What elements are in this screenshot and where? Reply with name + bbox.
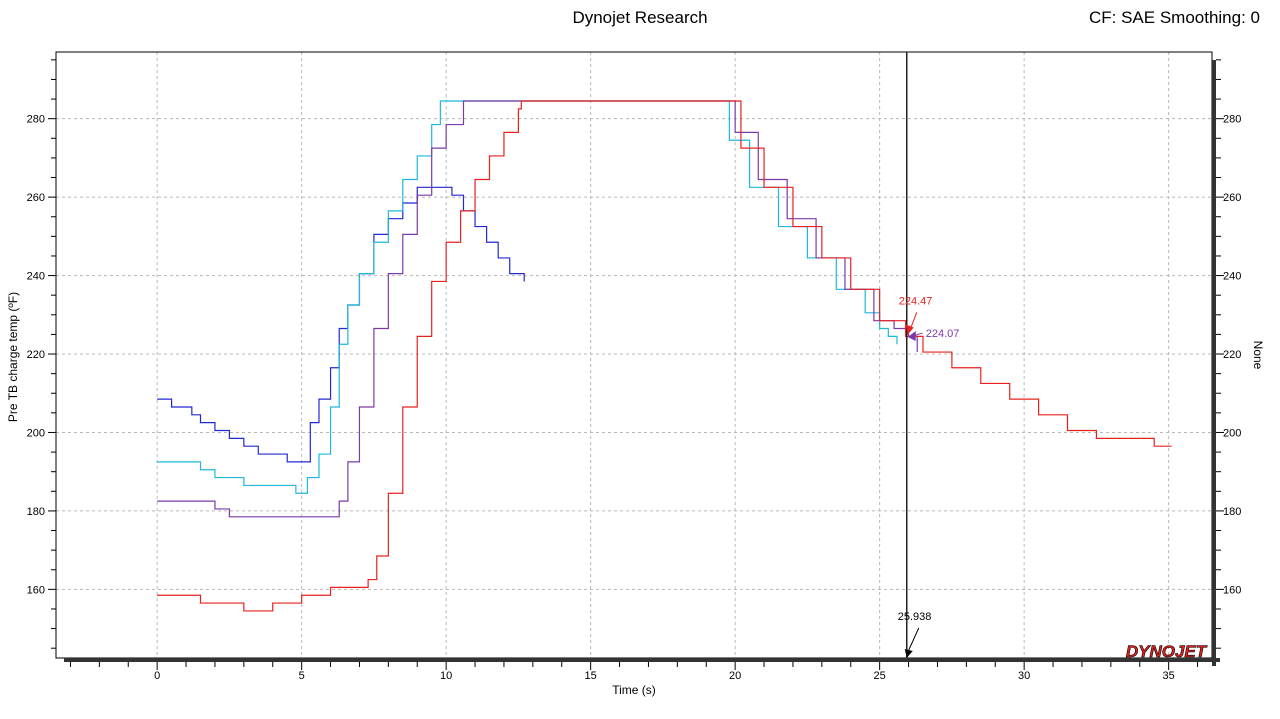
y-axis-right-label: None: [1251, 341, 1265, 370]
y-tick-label-left: 160: [27, 584, 45, 596]
cursor-value-label: 25.938: [898, 611, 932, 623]
x-tick-label: 15: [585, 670, 597, 682]
series-line-1: [157, 186, 525, 463]
annotation-red-value: 224.47: [899, 295, 933, 307]
annotation-purple-arrowhead: [907, 331, 916, 342]
ticks: 0 5 10 15 20 25 30 35 160 160 180 180 200 200 220 220 24…: [27, 59, 1241, 682]
y-tick-label-right: 220: [1223, 349, 1241, 361]
y-tick-label-left: 180: [27, 506, 45, 518]
plot-border: [55, 51, 1213, 659]
y-tick-label-right: 200: [1223, 427, 1241, 439]
x-tick-label: 10: [440, 670, 452, 682]
y-tick-label-right: 180: [1223, 506, 1241, 518]
cursor-pointer: [908, 627, 920, 651]
annotation-purple-value: 224.07: [926, 328, 960, 340]
y-axis-label: Pre TB charge temp (ºF): [6, 292, 20, 422]
x-tick-label: 5: [299, 670, 305, 682]
x-axis-bar: [64, 658, 1220, 662]
grid: [56, 52, 1212, 658]
y-tick-label-right: 260: [1223, 192, 1241, 204]
x-tick-label: 35: [1163, 670, 1175, 682]
y-tick-label-left: 220: [27, 349, 45, 361]
series-line-4: [157, 100, 1172, 612]
dynojet-logo: DYNOJET: [1126, 642, 1208, 661]
y-tick-label-left: 200: [27, 427, 45, 439]
x-tick-label: 30: [1018, 670, 1030, 682]
x-tick-label: 25: [874, 670, 886, 682]
cursor-arrowhead: [904, 649, 913, 658]
y-tick-label-right: 240: [1223, 271, 1241, 283]
chart-title: Dynojet Research: [572, 8, 708, 27]
y-tick-label-left: 260: [27, 192, 45, 204]
cursor: 25.938 224.47 224.07: [898, 52, 960, 658]
annotation-red-arrowhead: [905, 324, 914, 335]
plot-frame: [55, 51, 1220, 666]
x-tick-label: 20: [729, 670, 741, 682]
y-tick-label-right: 280: [1223, 114, 1241, 126]
series-layer: [157, 100, 1172, 612]
y-axis-right-bar: [1212, 60, 1216, 666]
y-tick-label-left: 280: [27, 114, 45, 126]
correction-factor-label: CF: SAE Smoothing: 0: [1088, 8, 1260, 27]
series-line-3: [157, 100, 918, 518]
y-tick-label-left: 240: [27, 271, 45, 283]
x-tick-label: 0: [154, 670, 160, 682]
series-line-2: [157, 100, 898, 494]
x-axis-label: Time (s): [612, 683, 656, 697]
y-tick-label-right: 160: [1223, 584, 1241, 596]
